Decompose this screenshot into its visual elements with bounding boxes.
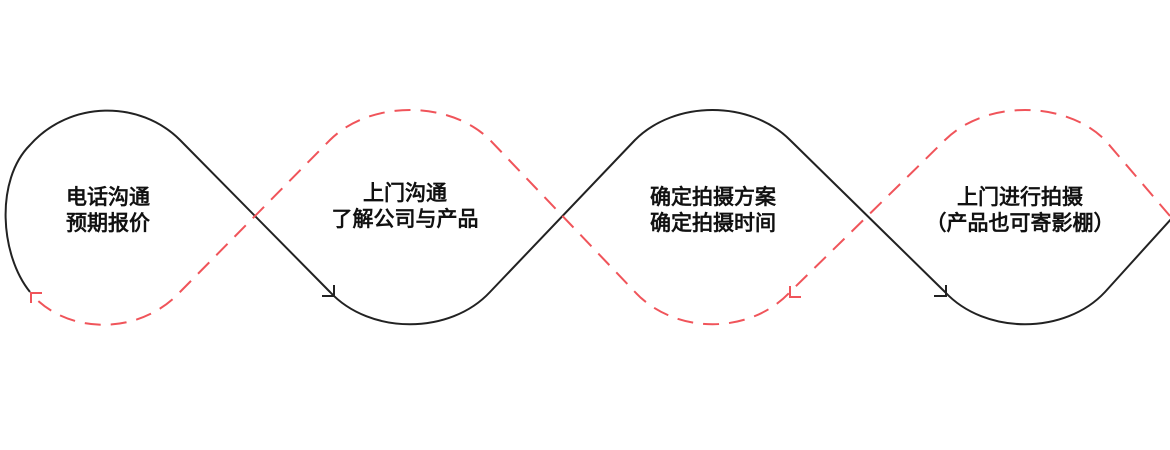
step-text: 确定拍摄方案 — [650, 185, 776, 209]
step-2-label: 上门沟通 了解公司与产品 — [332, 180, 479, 232]
step-1-label: 电话沟通 预期报价 — [66, 184, 150, 236]
arrow-icon — [322, 285, 335, 297]
step-text: 上门进行拍摄 — [957, 185, 1083, 209]
dashed-return-line — [32, 109, 1170, 326]
arrow-icon — [30, 292, 42, 303]
step-3-label: 确定拍摄方案 确定拍摄时间 — [650, 184, 776, 236]
solid-flow-line — [4, 109, 1170, 326]
step-text: 预期报价 — [66, 211, 150, 235]
step-text: 确定拍摄时间 — [650, 211, 776, 235]
step-text: 上门沟通 — [363, 181, 447, 205]
arrow-icon — [789, 286, 801, 298]
arrow-icon — [934, 285, 947, 297]
step-text: （产品也可寄影棚） — [925, 211, 1115, 235]
step-text: 了解公司与产品 — [331, 207, 479, 231]
step-text: 电话沟通 — [66, 185, 150, 209]
step-4-label: 上门进行拍摄 （产品也可寄影棚） — [926, 184, 1115, 236]
